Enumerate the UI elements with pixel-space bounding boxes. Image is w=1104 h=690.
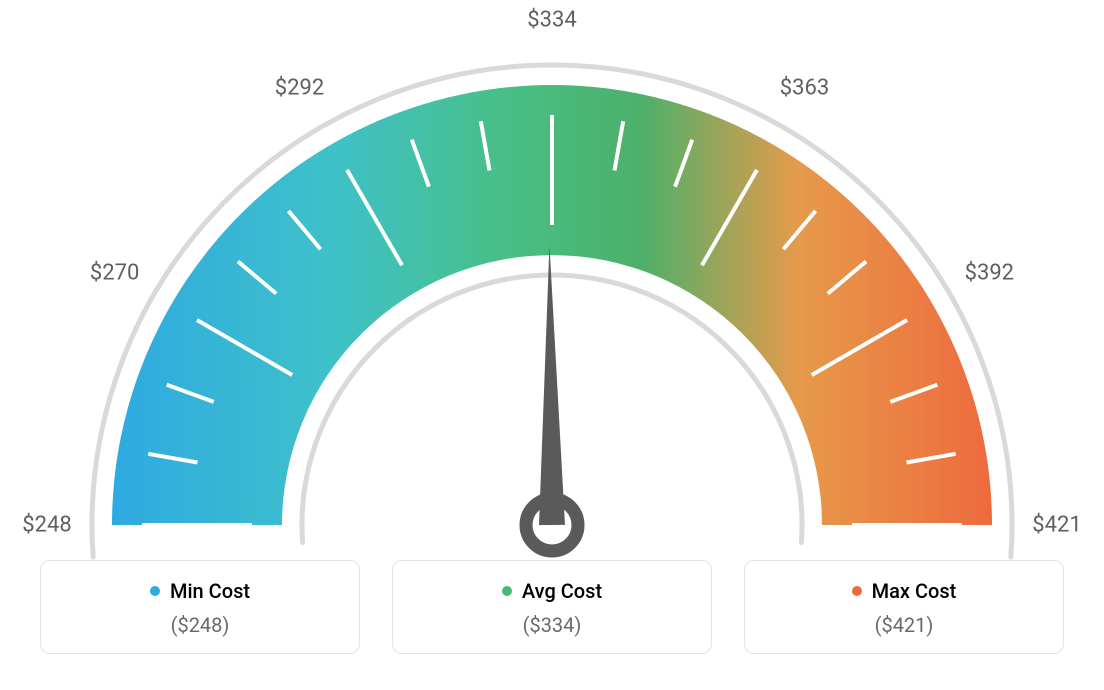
legend-title-max: Max Cost [852, 579, 957, 603]
chart-container: $248 $270 $292 $334 $363 $392 $421 Min Cost ($… [0, 0, 1104, 690]
dot-icon [502, 586, 512, 596]
gauge-tick-label: $270 [90, 260, 139, 285]
legend-card-min: Min Cost ($248) [40, 560, 360, 654]
legend-value-min: ($248) [51, 613, 349, 637]
legend-label-min: Min Cost [170, 579, 250, 603]
gauge-tick-label: $248 [22, 513, 71, 538]
legend-label-avg: Avg Cost [522, 579, 602, 603]
legend-card-avg: Avg Cost ($334) [392, 560, 712, 654]
gauge-svg [0, 0, 1104, 560]
gauge-tick-label: $292 [275, 75, 324, 100]
legend-title-min: Min Cost [150, 579, 250, 603]
legend-value-avg: ($334) [403, 613, 701, 637]
legend-value-max: ($421) [755, 613, 1053, 637]
gauge-tick-label: $334 [527, 8, 576, 33]
dot-icon [150, 586, 160, 596]
gauge-tick-label: $392 [965, 260, 1014, 285]
gauge-tick-label: $421 [1032, 513, 1081, 538]
legend-row: Min Cost ($248) Avg Cost ($334) Max Cost… [0, 560, 1104, 654]
dot-icon [852, 586, 862, 596]
legend-card-max: Max Cost ($421) [744, 560, 1064, 654]
gauge-tick-label: $363 [780, 75, 829, 100]
gauge: $248 $270 $292 $334 $363 $392 $421 [0, 0, 1104, 560]
legend-label-max: Max Cost [872, 579, 957, 603]
legend-title-avg: Avg Cost [502, 579, 602, 603]
